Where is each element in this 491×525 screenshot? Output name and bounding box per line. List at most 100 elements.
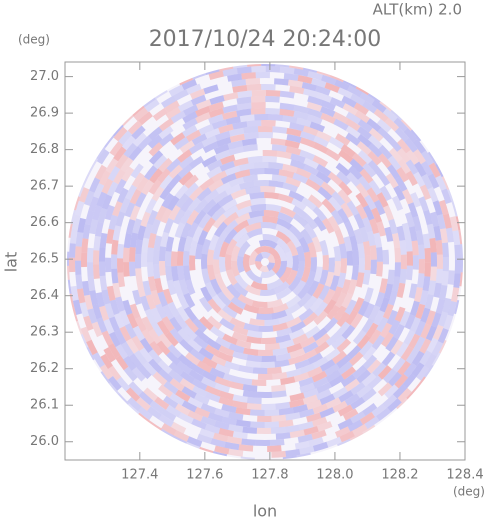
field-cell xyxy=(204,282,217,298)
y-tick-label: 26.5 xyxy=(30,252,59,267)
field-cell xyxy=(225,238,238,256)
field-cell xyxy=(180,222,192,239)
field-cell xyxy=(285,146,302,156)
field-cell xyxy=(207,412,224,423)
field-cell xyxy=(178,155,194,170)
field-cell xyxy=(382,368,397,384)
x-axis-label: lon xyxy=(253,502,277,521)
field-cell xyxy=(292,205,308,219)
field-cell xyxy=(144,165,158,181)
field-cell xyxy=(68,257,76,273)
field-cell xyxy=(232,431,248,440)
field-cell xyxy=(216,230,229,247)
field-cell xyxy=(197,229,209,246)
field-cell xyxy=(368,329,382,345)
field-cell xyxy=(403,329,416,346)
field-cell xyxy=(345,125,361,139)
field-cell xyxy=(184,174,199,189)
field-cell xyxy=(267,298,284,308)
field-cell xyxy=(243,126,259,134)
field-cell xyxy=(201,268,211,285)
y-tick-label: 26.3 xyxy=(30,325,59,340)
field-cell xyxy=(223,219,239,235)
field-cell xyxy=(245,269,263,284)
field-cell xyxy=(325,397,342,410)
field-cell xyxy=(419,350,432,366)
field-cell xyxy=(211,119,228,130)
field-cell xyxy=(136,176,149,192)
field-cell xyxy=(264,421,280,428)
field-cell xyxy=(134,316,147,333)
field-cell xyxy=(410,129,422,142)
field-cell xyxy=(150,218,161,235)
field-cell xyxy=(316,388,332,401)
field-cell xyxy=(209,325,226,339)
field-cell xyxy=(349,235,359,251)
field-cell xyxy=(198,123,214,136)
field-cell xyxy=(161,428,175,438)
field-cell xyxy=(313,135,329,148)
field-cell xyxy=(256,313,272,320)
field-cell xyxy=(404,212,415,228)
field-cell xyxy=(214,382,230,393)
field-cell xyxy=(313,142,329,154)
field-cell xyxy=(338,243,347,259)
field-cell xyxy=(175,403,191,416)
field-cell xyxy=(158,157,173,173)
field-cell xyxy=(204,385,221,397)
field-cell xyxy=(271,414,287,422)
field-cell xyxy=(142,280,152,296)
field-cell xyxy=(105,257,112,273)
field-cell xyxy=(260,186,276,193)
field-cell xyxy=(312,283,325,299)
field-cell xyxy=(169,378,185,392)
field-cell xyxy=(177,236,187,252)
field-cell xyxy=(267,253,275,264)
field-cell xyxy=(178,171,194,186)
field-cell xyxy=(148,150,164,165)
field-cell xyxy=(368,305,381,321)
field-cell xyxy=(84,294,94,310)
field-cell xyxy=(100,353,113,370)
field-cell xyxy=(356,369,371,384)
field-cell xyxy=(148,142,163,157)
field-cell xyxy=(108,375,122,391)
field-cell xyxy=(227,301,244,315)
field-cell xyxy=(148,349,163,364)
field-cell xyxy=(409,300,420,317)
field-cell xyxy=(123,262,130,277)
field-cell xyxy=(118,130,133,146)
field-cell xyxy=(156,168,171,184)
field-cell xyxy=(416,273,425,289)
field-cell xyxy=(392,357,406,373)
field-cell xyxy=(320,106,336,118)
field-cell xyxy=(246,335,262,344)
field-cell xyxy=(286,368,302,378)
field-cell xyxy=(237,240,251,258)
field-cell xyxy=(241,138,257,147)
field-cell xyxy=(210,438,226,448)
field-cell xyxy=(224,360,240,371)
field-cell xyxy=(337,208,350,224)
field-cell xyxy=(406,149,420,165)
field-cell xyxy=(378,144,393,160)
field-cell xyxy=(121,166,135,182)
field-cell xyxy=(319,359,336,372)
field-cell xyxy=(218,428,234,438)
field-cell xyxy=(155,303,167,320)
field-cell xyxy=(257,415,272,423)
field-cell xyxy=(438,199,449,216)
field-cell xyxy=(303,164,319,176)
field-cell xyxy=(415,376,426,389)
field-cell xyxy=(94,164,107,181)
field-cell xyxy=(336,311,350,328)
field-cell xyxy=(419,184,432,201)
field-cell xyxy=(385,336,399,352)
field-cell xyxy=(228,127,245,137)
field-cell xyxy=(299,149,316,161)
field-cell xyxy=(192,225,204,242)
field-cell xyxy=(276,150,292,160)
field-cell xyxy=(329,275,340,292)
field-cell xyxy=(350,313,364,329)
field-cell xyxy=(429,211,440,227)
